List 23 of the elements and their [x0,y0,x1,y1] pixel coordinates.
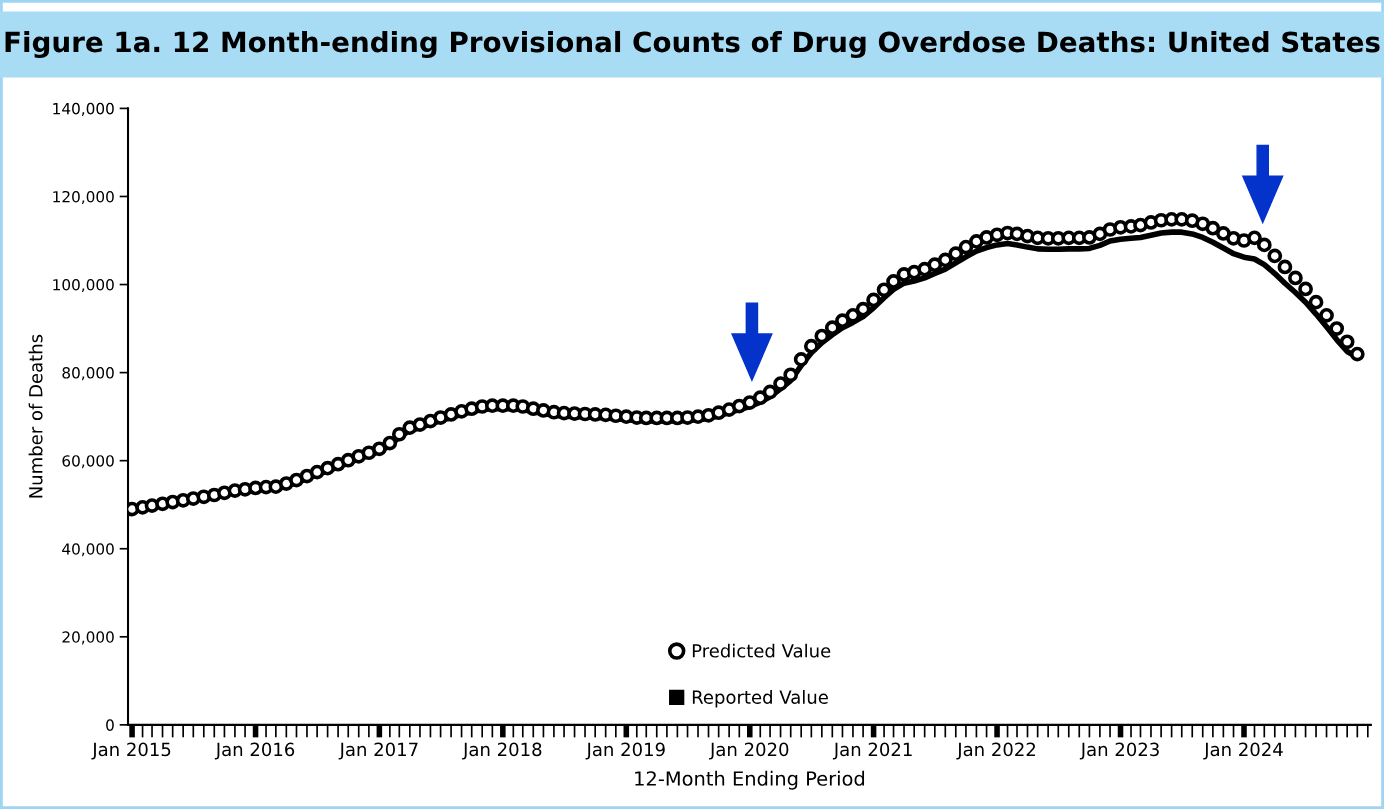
x-tick-label: Jan 2016 [214,742,295,760]
legend-label: Reported Value [692,689,828,708]
x-tick-label: Jan 2017 [338,742,418,760]
legend-label: Predicted Value [692,643,831,658]
y-tick-label: 80,000 [62,367,114,381]
x-tick-label: Jan 2021 [832,742,912,760]
y-tick-label: 60,000 [62,455,114,469]
x-tick-label: Jan 2023 [1079,742,1159,760]
y-tick-label: 0 [106,719,114,731]
x-tick-label: Jan 2022 [956,742,1036,760]
x-tick-label: Jan 2015 [91,742,171,760]
y-tick-label: 140,000 [53,102,114,116]
x-tick-label: Jan 2020 [709,742,789,760]
y-tick-label: 40,000 [62,543,114,557]
y-axis-title: Number of Deaths [28,334,43,498]
x-axis-title: 12-Month Ending Period [635,770,865,790]
x-tick-label: Jan 2018 [462,742,542,760]
x-tick-label: Jan 2024 [1203,742,1283,760]
x-tick-label: Jan 2019 [585,742,665,760]
y-tick-label: 20,000 [62,631,114,645]
y-tick-label: 100,000 [53,279,114,293]
y-tick-label: 120,000 [53,190,114,205]
chart-title: Figure 1a. 12 Month-ending Provisional Counts of Drug Overdose Deaths: United States [5,30,1380,59]
